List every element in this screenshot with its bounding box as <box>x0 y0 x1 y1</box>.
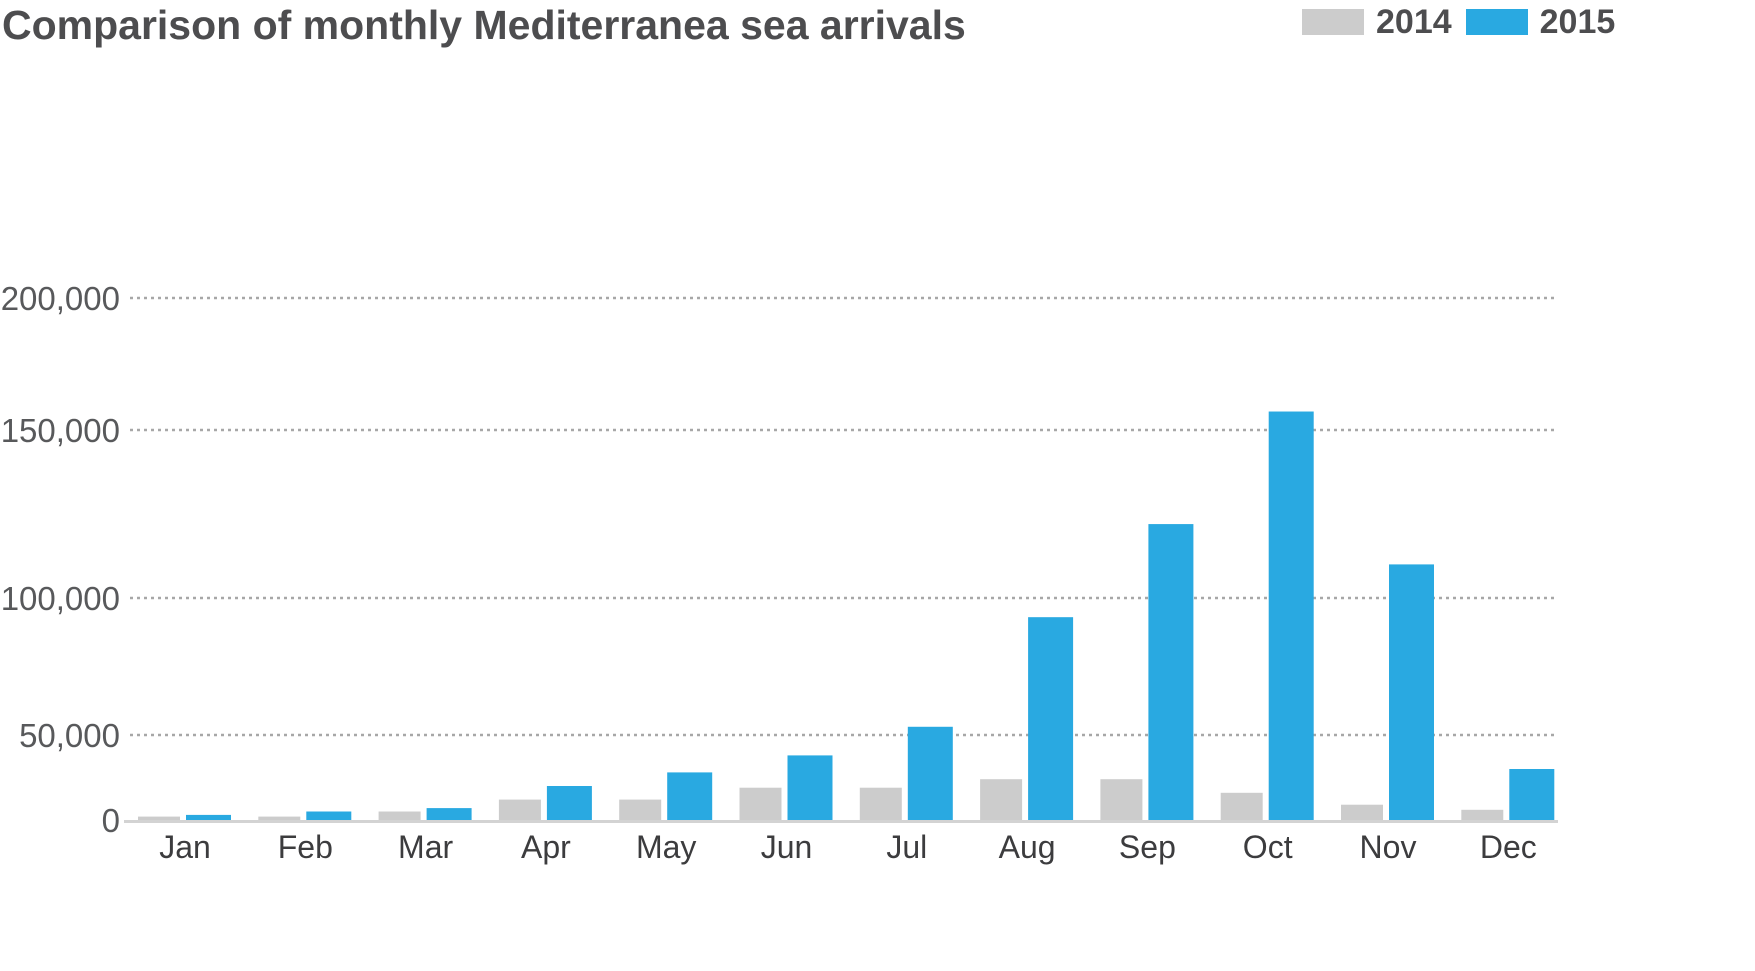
x-tick-label-apr: Apr <box>521 829 571 865</box>
bar-2015-jul <box>907 726 953 820</box>
x-tick-label-dec: Dec <box>1480 829 1537 865</box>
y-tick-label: 50,000 <box>19 717 120 754</box>
x-tick-label-jul: Jul <box>886 829 927 865</box>
bar-2014-mar <box>378 811 421 820</box>
x-axis-categories: Jan Feb Mar Apr May Jun Jul Aug Sep Oct Nov Dec <box>159 829 1537 865</box>
x-tick-label-sep: Sep <box>1119 829 1176 865</box>
bar-2015-apr <box>546 786 592 820</box>
bar-2014-nov <box>1341 804 1383 820</box>
bar-2015-mar <box>426 808 472 820</box>
bars <box>138 411 1555 820</box>
bar-2014-may <box>619 799 662 820</box>
bar-2015-oct <box>1268 411 1314 820</box>
gridlines <box>130 296 1558 737</box>
x-tick-label-may: May <box>636 829 696 865</box>
x-tick-label-oct: Oct <box>1243 829 1293 865</box>
legend-item-2014: 2014 <box>1302 3 1452 42</box>
x-tick-label-jan: Jan <box>159 829 211 865</box>
legend: 2014 2015 <box>1302 2 1629 42</box>
bar-2014-oct <box>1220 792 1263 820</box>
bar-2015-sep <box>1148 524 1194 820</box>
x-tick-label-jun: Jun <box>761 829 813 865</box>
bar-2014-jun <box>739 787 782 820</box>
bar-2015-nov <box>1389 564 1434 820</box>
legend-item-2015: 2015 <box>1465 2 1616 42</box>
x-tick-label-nov: Nov <box>1360 829 1417 865</box>
bar-2015-jun <box>787 755 833 820</box>
bar-2014-apr <box>498 799 541 820</box>
bar-2014-feb <box>258 816 301 820</box>
y-tick-label: 0 <box>102 802 120 839</box>
bar-2014-dec <box>1461 809 1504 820</box>
x-tick-label-mar: Mar <box>398 829 453 865</box>
bar-2015-feb <box>306 811 352 820</box>
bar-2014-aug <box>980 779 1023 820</box>
bar-2015-aug <box>1028 617 1074 820</box>
bar-2015-jan <box>186 814 231 820</box>
legend-label-2015: 2015 <box>1539 2 1616 41</box>
bar-2015-dec <box>1509 769 1555 820</box>
x-tick-label-aug: Aug <box>999 829 1056 865</box>
bar-2014-sep <box>1100 779 1143 820</box>
legend-swatch-2014 <box>1302 9 1364 35</box>
y-tick-label: 200,000 <box>1 280 120 317</box>
y-tick-label: 150,000 <box>1 412 120 449</box>
x-tick-label-feb: Feb <box>278 829 333 865</box>
chart-title: Comparison of monthly Mediterranea sea a… <box>2 2 966 48</box>
legend-label-2014: 2014 <box>1376 2 1452 41</box>
y-tick-label: 100,000 <box>1 580 120 617</box>
bar-2014-jan <box>138 816 180 820</box>
y-axis-ticks: 0 50,000 100,000 150,000 200,000 <box>1 280 120 839</box>
bar-2014-jul <box>859 787 902 820</box>
legend-swatch-2015 <box>1465 9 1528 35</box>
bar-2015-may <box>667 772 713 820</box>
